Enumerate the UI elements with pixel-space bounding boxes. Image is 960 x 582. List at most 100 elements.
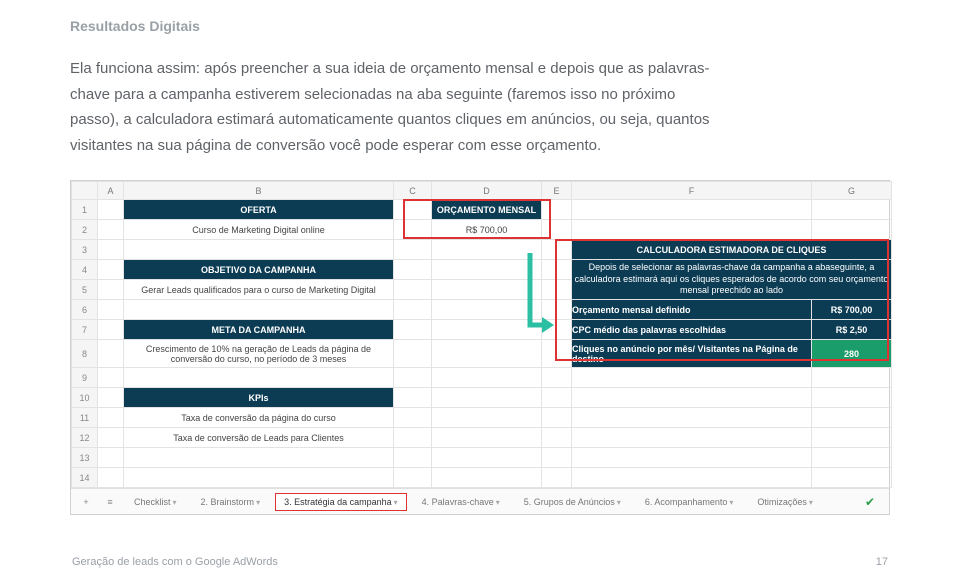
cell[interactable]	[394, 448, 432, 468]
cell[interactable]	[124, 240, 394, 260]
cell[interactable]	[98, 368, 124, 388]
row-number[interactable]: 5	[72, 280, 98, 300]
meta-header[interactable]: META DA CAMPANHA	[124, 320, 394, 340]
cell[interactable]	[432, 320, 542, 340]
cell[interactable]	[394, 388, 432, 408]
cell[interactable]	[542, 200, 572, 220]
cell[interactable]	[542, 220, 572, 240]
cell[interactable]	[542, 428, 572, 448]
cell[interactable]	[98, 200, 124, 220]
cell[interactable]	[124, 300, 394, 320]
cell[interactable]	[572, 428, 812, 448]
cell[interactable]	[542, 240, 572, 260]
row-number[interactable]: 14	[72, 468, 98, 488]
row-number[interactable]: 1	[72, 200, 98, 220]
calc-row-value-highlight[interactable]: 280	[812, 340, 892, 368]
cell[interactable]	[98, 320, 124, 340]
cell[interactable]	[812, 368, 892, 388]
kpi-value[interactable]: Taxa de conversão da página do curso	[124, 408, 394, 428]
cell[interactable]	[98, 340, 124, 368]
col-header[interactable]: G	[812, 182, 892, 200]
cell[interactable]	[812, 428, 892, 448]
col-header[interactable]: F	[572, 182, 812, 200]
cell[interactable]	[124, 448, 394, 468]
cell[interactable]	[542, 320, 572, 340]
cell[interactable]	[542, 468, 572, 488]
calc-row-label[interactable]: Orçamento mensal definido	[572, 300, 812, 320]
orcamento-header[interactable]: ORÇAMENTO MENSAL	[432, 200, 542, 220]
col-header[interactable]: A	[98, 182, 124, 200]
add-sheet-button[interactable]: +	[77, 497, 95, 507]
cell[interactable]	[98, 428, 124, 448]
row-number[interactable]: 6	[72, 300, 98, 320]
cell[interactable]	[432, 468, 542, 488]
cell[interactable]	[98, 300, 124, 320]
cell[interactable]	[394, 428, 432, 448]
cell[interactable]	[124, 368, 394, 388]
cell[interactable]	[542, 300, 572, 320]
row-number[interactable]: 8	[72, 340, 98, 368]
meta-value[interactable]: Crescimento de 10% na geração de Leads d…	[124, 340, 394, 368]
col-header[interactable]	[72, 182, 98, 200]
oferta-value[interactable]: Curso de Marketing Digital online	[124, 220, 394, 240]
cell[interactable]	[98, 408, 124, 428]
cell[interactable]	[432, 428, 542, 448]
calc-banner[interactable]: CALCULADORA ESTIMADORA DE CLIQUES	[572, 240, 892, 260]
sheet-tab[interactable]: 2. Brainstorm▾	[192, 493, 270, 511]
calc-row-label[interactable]: Cliques no anúncio por mês/ Visitantes n…	[572, 340, 812, 368]
cell[interactable]	[812, 468, 892, 488]
row-number[interactable]: 9	[72, 368, 98, 388]
cell[interactable]	[98, 388, 124, 408]
cell[interactable]	[432, 388, 542, 408]
cell[interactable]	[542, 388, 572, 408]
cell[interactable]	[98, 220, 124, 240]
cell[interactable]	[542, 260, 572, 280]
cell[interactable]	[432, 240, 542, 260]
cell[interactable]	[812, 220, 892, 240]
cell[interactable]	[812, 200, 892, 220]
objetivo-header[interactable]: OBJETIVO DA CAMPANHA	[124, 260, 394, 280]
cell[interactable]	[432, 340, 542, 368]
cell[interactable]	[394, 340, 432, 368]
cell[interactable]	[572, 368, 812, 388]
sheet-tab[interactable]: 6. Acompanhamento▾	[636, 493, 743, 511]
cell[interactable]	[572, 200, 812, 220]
cell[interactable]	[394, 300, 432, 320]
cell[interactable]	[394, 260, 432, 280]
kpi-value[interactable]: Taxa de conversão de Leads para Clientes	[124, 428, 394, 448]
objetivo-value[interactable]: Gerar Leads qualificados para o curso de…	[124, 280, 394, 300]
cell[interactable]	[812, 448, 892, 468]
cell[interactable]	[812, 408, 892, 428]
cell[interactable]	[98, 240, 124, 260]
cell[interactable]	[432, 368, 542, 388]
cell[interactable]	[394, 200, 432, 220]
cell[interactable]	[542, 448, 572, 468]
cell[interactable]	[432, 260, 542, 280]
row-number[interactable]: 3	[72, 240, 98, 260]
sheet-menu-button[interactable]: ≡	[101, 497, 119, 507]
cell[interactable]	[432, 408, 542, 428]
cell[interactable]	[572, 220, 812, 240]
kpis-header[interactable]: KPIs	[124, 388, 394, 408]
cell[interactable]	[572, 448, 812, 468]
cell[interactable]	[98, 448, 124, 468]
cell[interactable]	[394, 280, 432, 300]
calc-note[interactable]: Depois de selecionar as palavras-chave d…	[572, 260, 892, 300]
cell[interactable]	[572, 388, 812, 408]
cell[interactable]	[394, 368, 432, 388]
calc-row-value[interactable]: R$ 2,50	[812, 320, 892, 340]
cell[interactable]	[542, 368, 572, 388]
cell[interactable]	[394, 408, 432, 428]
cell[interactable]	[124, 468, 394, 488]
sheet-tab[interactable]: 5. Grupos de Anúncios▾	[515, 493, 630, 511]
cell[interactable]	[572, 408, 812, 428]
row-number[interactable]: 12	[72, 428, 98, 448]
calc-row-value[interactable]: R$ 700,00	[812, 300, 892, 320]
calc-row-label[interactable]: CPC médio das palavras escolhidas	[572, 320, 812, 340]
row-number[interactable]: 4	[72, 260, 98, 280]
col-header[interactable]: E	[542, 182, 572, 200]
cell[interactable]	[542, 340, 572, 368]
cell[interactable]	[432, 300, 542, 320]
cell[interactable]	[394, 240, 432, 260]
row-number[interactable]: 11	[72, 408, 98, 428]
